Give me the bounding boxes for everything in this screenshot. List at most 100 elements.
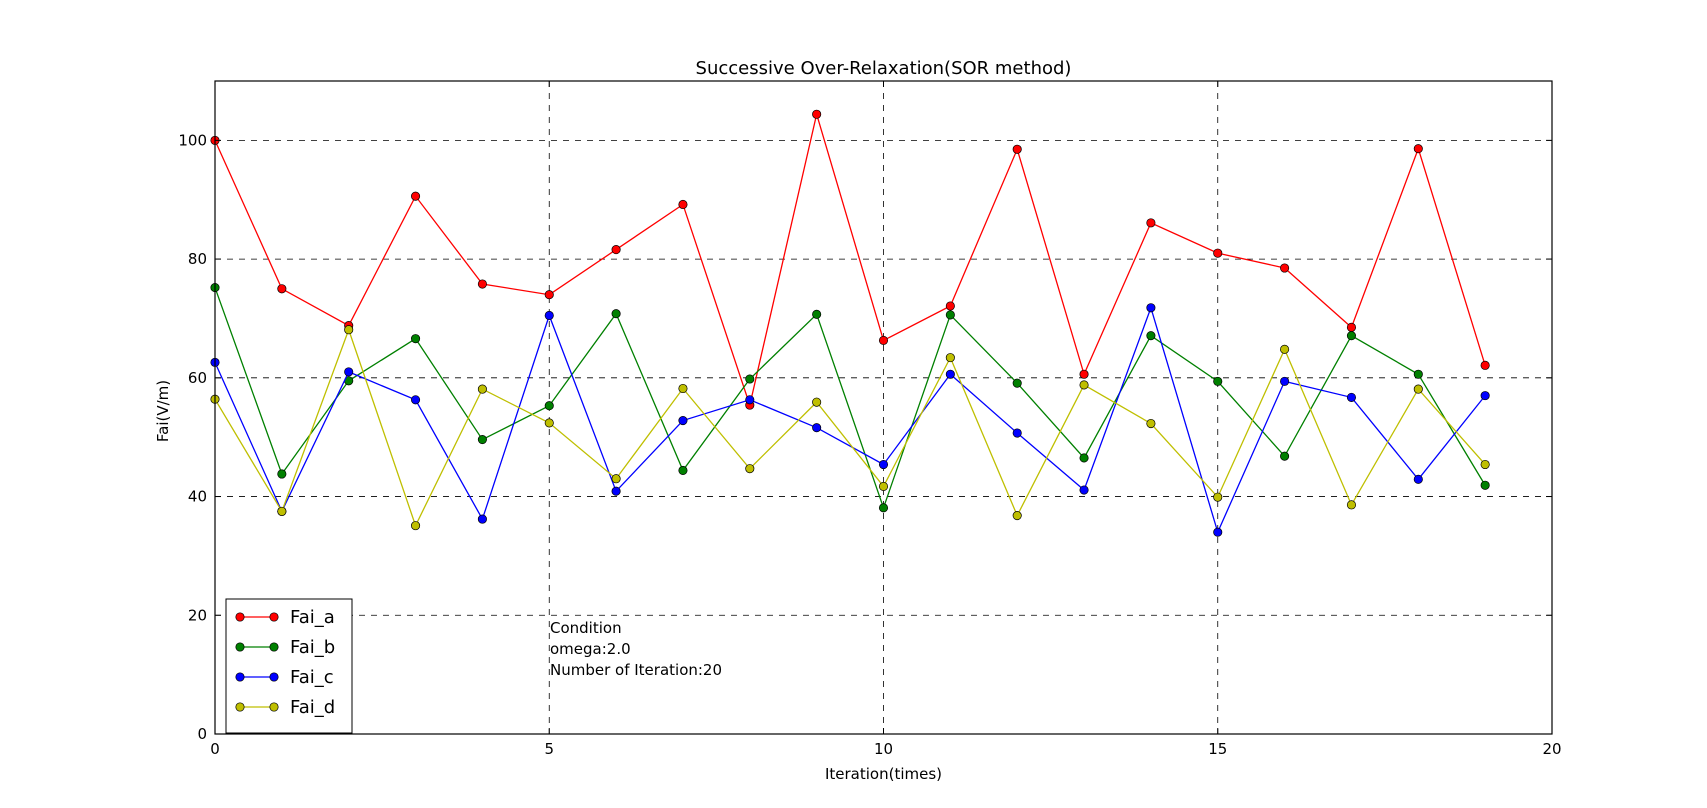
data-point [477,514,487,524]
y-tick-label: 80 [188,250,207,268]
data-point [1146,418,1156,429]
legend-label: Fai_d [290,697,335,718]
data-point [1413,384,1423,394]
data-point [1213,492,1223,502]
series-line [214,287,1486,510]
data-point [1079,380,1089,390]
data-point [544,418,554,428]
data-point [1079,485,1089,495]
data-point [1280,376,1290,386]
grid-lines [215,81,1552,734]
legend-label: Fai_a [290,607,335,628]
x-axis-title: Iteration(times) [825,765,942,783]
data-point [1480,360,1490,370]
data-point [1079,453,1089,463]
data-point [410,191,421,201]
legend: Fai_a Fai_b Fai_c Fai_d [225,598,353,734]
data-point [812,397,822,407]
data-point [1346,331,1356,341]
legend-marker [269,612,279,622]
data-point [812,109,822,119]
data-point [745,464,755,474]
data-point [544,310,554,321]
data-point [544,401,554,411]
y-axis-title: Fai(V/m) [154,380,172,442]
x-tick-label: 20 [1542,740,1561,758]
data-point [611,245,621,255]
data-point [1346,322,1356,332]
data-point [878,335,889,345]
series-fai-b [210,283,1490,513]
legend-entry: Fai_a [235,607,335,628]
data-point [544,290,554,300]
x-tick-label: 0 [210,740,220,758]
legend-label: Fai_c [290,667,334,688]
y-tick-label: 40 [188,488,207,506]
data-point [1012,378,1022,388]
data-point [1146,303,1156,313]
data-point [477,384,487,394]
data-point [745,395,755,405]
data-point [945,353,955,363]
data-point [678,199,688,210]
data-point [410,395,421,405]
data-point [1346,500,1356,510]
data-point [1480,480,1490,490]
data-point [611,309,621,319]
data-point [1146,331,1156,341]
data-point [878,481,889,492]
series-line [214,305,1486,535]
data-point [678,465,688,475]
data-point [277,506,287,516]
data-point [812,423,822,433]
x-tick-label: 10 [874,740,893,758]
data-point [611,486,621,496]
data-point [678,383,688,394]
data-point [878,503,889,513]
legend-entry: Fai_d [235,697,335,718]
data-point [945,369,955,379]
data-point [1280,344,1290,354]
data-point [1413,144,1423,154]
y-tick-label: 0 [197,725,207,743]
data-point [945,310,955,320]
legend-marker [269,642,279,652]
data-point [878,459,889,470]
data-point [410,521,421,531]
data-point [1413,474,1423,484]
data-point [812,309,822,319]
data-point [1079,369,1089,379]
data-point [1280,451,1290,461]
legend-marker [235,672,245,682]
data-point [277,469,287,479]
data-point [1012,144,1022,154]
y-tick-label: 100 [178,131,207,149]
data-point [277,284,287,294]
y-tick-label: 20 [188,606,207,624]
annotation-line-condition: Condition [550,619,622,637]
legend-marker [235,642,245,652]
data-point [477,279,487,289]
data-point [344,325,354,335]
data-point [1413,369,1423,379]
legend-marker [269,672,279,682]
x-tick-label: 15 [1208,740,1227,758]
legend-label: Fai_b [290,637,335,658]
data-point [1146,218,1156,228]
series-fai-c [210,303,1490,537]
annotation-line-iterations: Number of Iteration:20 [550,661,722,679]
axis-ticks: 0 5 10 15 20 0 20 40 60 80 100 [178,81,1562,758]
data-point [945,301,955,311]
data-point [1213,376,1223,386]
data-point [1012,428,1022,438]
series-fai-a [210,109,1490,410]
data-point [1012,510,1022,521]
condition-annotation: Condition omega:2.0 Number of Iteration:… [550,619,722,679]
legend-box [225,598,353,734]
series-fai-d [210,325,1490,531]
annotation-line-omega: omega:2.0 [550,640,631,658]
data-point [410,334,421,344]
data-point [1213,527,1223,537]
data-point [1213,248,1223,258]
